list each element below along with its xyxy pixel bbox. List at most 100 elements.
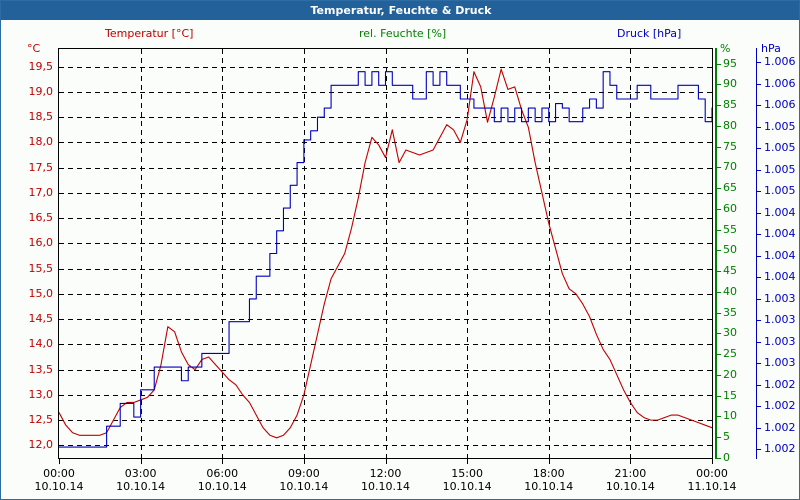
x-axis-label: 18:00 10.10.14 [509, 467, 589, 493]
pressure-tick-label: 1.005 [764, 119, 796, 133]
temperature-tick-label: 15,5 [28, 261, 54, 275]
pressure-axis-tick [757, 234, 761, 235]
pressure-axis-tick [757, 363, 761, 364]
x-axis-tick [386, 459, 387, 464]
temperature-tick-label: 19,0 [28, 84, 54, 98]
humidity-axis-tick [717, 64, 721, 65]
x-axis-tick [712, 459, 713, 464]
humidity-axis-tick [717, 437, 721, 438]
temperature-tick-label: 14,0 [28, 337, 54, 351]
temperature-axis-unit: °C [27, 42, 41, 55]
pressure-tick-label: 1.005 [764, 184, 796, 197]
humidity-tick-label: 40 [723, 284, 737, 298]
pressure-tick-label: 1.002 [764, 377, 796, 391]
pressure-tick-label: 1.004 [764, 205, 796, 219]
x-axis-time: 00:00 [43, 467, 75, 480]
pressure-axis-tick [757, 148, 761, 149]
humidity-axis-tick [717, 416, 721, 417]
pressure-axis-tick [757, 127, 761, 128]
humidity-tick-label: 50 [723, 243, 737, 257]
temperature-tick-label: 18,0 [28, 135, 54, 149]
humidity-tick-label: 15 [723, 388, 737, 402]
x-axis-tick [630, 459, 631, 464]
series-layer [59, 68, 712, 448]
humidity-tick-label: 25 [723, 347, 737, 361]
pressure-axis-tick [757, 256, 761, 257]
humidity-axis-tick [717, 375, 721, 376]
humidity-axis-tick [717, 167, 721, 168]
humidity-axis-line [715, 48, 717, 459]
pressure-axis-tick [757, 170, 761, 171]
x-axis-label: 09:00 10.10.14 [264, 467, 344, 493]
pressure-axis-tick [757, 213, 761, 214]
humidity-tick-label: 80 [723, 118, 737, 132]
pressure-tick-label: 1.004 [764, 270, 796, 283]
pressure-axis-tick [757, 320, 761, 321]
humidity-axis-tick [717, 333, 721, 334]
pressure-axis-tick [757, 105, 761, 106]
x-axis-tick [222, 459, 223, 464]
x-axis-time: 06:00 [206, 467, 239, 480]
humidity-tick-label: 0 [723, 451, 730, 464]
humidity-tick-label: 35 [723, 305, 737, 319]
temperature-tick-label: 16,0 [28, 236, 54, 250]
humidity-axis-tick [717, 188, 721, 189]
x-axis-time: 18:00 [532, 467, 565, 480]
humidity-tick-label: 55 [723, 222, 737, 236]
plot-area[interactable] [58, 48, 713, 459]
x-axis-time: 03:00 [124, 467, 157, 480]
x-axis-date: 10.10.14 [442, 480, 492, 493]
temperature-tick-label: 12,0 [28, 438, 54, 452]
humidity-axis-tick [717, 230, 721, 231]
pressure-axis-tick [757, 277, 761, 278]
x-axis-label: 15:00 10.10.14 [427, 467, 507, 493]
pressure-tick-label: 1.003 [764, 356, 796, 369]
temperature-tick-label: 19,5 [28, 59, 54, 73]
pressure-tick-label: 1.002 [764, 399, 796, 412]
humidity-tick-label: 10 [723, 409, 737, 423]
x-axis-tick [467, 459, 468, 464]
grid-layer [59, 49, 712, 458]
humidity-axis-tick [717, 250, 721, 251]
humidity-axis-tick [717, 105, 721, 106]
humidity-axis-unit: % [720, 42, 731, 55]
x-axis-date: 10.10.14 [197, 480, 247, 493]
pressure-tick-label: 1.002 [764, 420, 796, 434]
humidity-axis-tick [717, 147, 721, 148]
pressure-axis-line [756, 48, 757, 459]
temperature-tick-label: 12,5 [28, 413, 54, 427]
pressure-axis-tick [757, 406, 761, 407]
pressure-tick-label: 1.005 [764, 162, 796, 176]
pressure-tick-label: 1.002 [764, 442, 796, 455]
x-axis-tick [549, 459, 550, 464]
humidity-axis-tick [717, 458, 721, 459]
humidity-tick-label: 75 [723, 139, 737, 153]
pressure-tick-label: 1.004 [764, 227, 796, 240]
x-axis-date: 11.10.14 [687, 480, 737, 493]
x-axis-time: 00:00 [696, 467, 728, 480]
humidity-tick-label: 90 [723, 77, 737, 91]
temperature-tick-label: 13,0 [28, 387, 54, 401]
x-axis-label: 12:00 10.10.14 [346, 467, 426, 493]
pressure-axis-tick [757, 299, 761, 300]
temperature-tick-label: 17,5 [28, 160, 54, 174]
pressure-tick-label: 1.003 [764, 291, 796, 305]
humidity-tick-label: 65 [723, 181, 737, 195]
x-axis-label: 00:00 10.10.14 [19, 467, 99, 493]
humidity-axis-tick [717, 396, 721, 397]
pressure-axis-tick [757, 428, 761, 429]
x-axis-time: 12:00 [369, 467, 402, 480]
humidity-tick-label: 70 [723, 160, 737, 174]
x-axis-time: 09:00 [288, 467, 320, 480]
pressure-axis-tick [757, 449, 761, 450]
pressure-tick-label: 1.004 [764, 248, 796, 262]
temperature-tick-label: 16,5 [28, 211, 54, 225]
temperature-tick-label: 17,0 [28, 185, 54, 199]
x-axis-time: 21:00 [614, 467, 647, 480]
humidity-tick-label: 45 [723, 264, 737, 278]
temperature-tick-label: 18,5 [28, 110, 54, 124]
pressure-tick-label: 1.003 [764, 313, 796, 326]
pressure-tick-label: 1.006 [764, 98, 796, 111]
humidity-tick-label: 20 [723, 367, 737, 381]
